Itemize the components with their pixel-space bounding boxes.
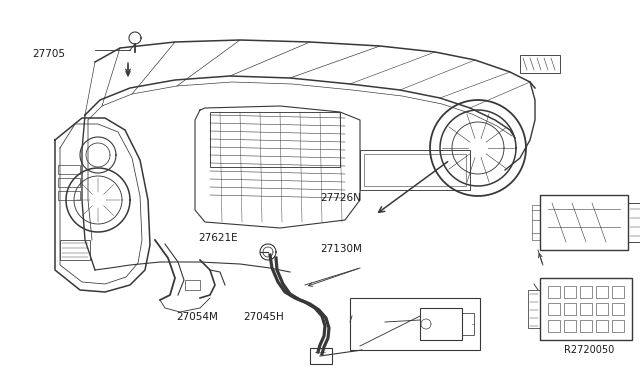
Bar bbox=[548, 320, 560, 332]
Bar bbox=[364, 154, 466, 186]
Bar bbox=[420, 308, 462, 340]
Bar bbox=[548, 303, 560, 315]
Bar bbox=[360, 150, 470, 190]
Bar bbox=[548, 286, 560, 298]
Bar bbox=[58, 165, 80, 174]
Bar bbox=[580, 320, 592, 332]
Bar bbox=[520, 55, 560, 73]
Bar bbox=[540, 278, 632, 340]
Text: 27054M: 27054M bbox=[176, 312, 218, 322]
Bar bbox=[528, 290, 540, 328]
Bar bbox=[58, 191, 80, 200]
Bar bbox=[580, 286, 592, 298]
Bar bbox=[310, 348, 332, 364]
Bar bbox=[540, 195, 628, 250]
Bar bbox=[210, 112, 340, 167]
Text: 27130M: 27130M bbox=[320, 244, 362, 254]
Bar bbox=[462, 313, 474, 335]
Bar bbox=[596, 320, 608, 332]
Bar bbox=[564, 320, 576, 332]
Bar bbox=[564, 286, 576, 298]
Text: 27726N: 27726N bbox=[320, 193, 361, 203]
Text: R2720050: R2720050 bbox=[564, 345, 614, 355]
Bar bbox=[612, 303, 624, 315]
Bar bbox=[612, 320, 624, 332]
Text: 27045H: 27045H bbox=[243, 312, 284, 322]
Text: 27705: 27705 bbox=[32, 49, 65, 59]
Bar bbox=[596, 286, 608, 298]
Bar bbox=[612, 286, 624, 298]
Bar bbox=[564, 303, 576, 315]
Bar bbox=[350, 298, 480, 350]
Bar bbox=[580, 303, 592, 315]
Bar bbox=[628, 203, 640, 242]
Bar bbox=[60, 240, 90, 260]
Bar bbox=[58, 178, 80, 187]
Bar bbox=[596, 303, 608, 315]
Bar bbox=[185, 280, 200, 290]
Text: 27621E: 27621E bbox=[198, 233, 238, 243]
Bar bbox=[532, 205, 540, 240]
